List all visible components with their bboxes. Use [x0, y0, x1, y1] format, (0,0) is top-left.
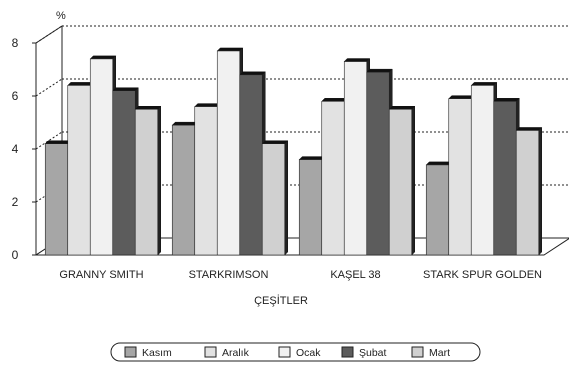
- bar: [134, 105, 162, 256]
- bar-top: [171, 121, 199, 126]
- y-tick-label: 2: [12, 195, 19, 209]
- bar-top: [216, 47, 244, 52]
- legend-swatch: [204, 346, 217, 358]
- bar-face: [493, 101, 517, 256]
- x-tick-label: STARKRIMSON: [189, 269, 269, 281]
- bar-top: [89, 55, 117, 60]
- bar-face: [515, 130, 540, 256]
- bar-face: [216, 50, 241, 256]
- bar-face: [44, 143, 69, 256]
- bar-top: [298, 156, 326, 160]
- bar: [470, 81, 498, 256]
- legend-swatch: [124, 346, 137, 358]
- bar: [112, 87, 139, 256]
- bar-top: [515, 127, 543, 131]
- bar-top: [44, 140, 72, 144]
- bar-top: [470, 82, 498, 86]
- bar-face: [298, 159, 323, 256]
- bar-face: [112, 90, 136, 256]
- bar-top: [194, 103, 221, 107]
- bar-face: [194, 106, 218, 256]
- bar-top: [112, 87, 139, 91]
- bar-face: [67, 85, 91, 256]
- x-tick-label: KAŞEL 38: [330, 269, 380, 281]
- bar-top: [388, 106, 416, 110]
- bars: [44, 47, 543, 256]
- gridline-depth: [35, 78, 63, 97]
- bar-top: [239, 71, 266, 76]
- bar-face: [343, 61, 368, 256]
- bar-top: [343, 58, 371, 62]
- y-tick-label: 6: [12, 89, 19, 103]
- bar: [366, 68, 393, 256]
- bar: [448, 95, 475, 256]
- bar-side: [538, 126, 542, 256]
- legend: Kasım Aralık Ocak Şubat Mart: [110, 342, 481, 362]
- bar-face: [239, 74, 263, 256]
- bar-face: [388, 108, 413, 256]
- bar: [493, 97, 520, 256]
- bar: [261, 140, 289, 256]
- y-tick-label: 0: [12, 248, 19, 262]
- bar: [343, 57, 371, 256]
- bar-top: [493, 98, 520, 102]
- legend-swatch: [341, 346, 354, 358]
- legend-entry: Ocak: [296, 347, 321, 359]
- x-tick-label: STARK SPUR GOLDEN: [423, 269, 542, 281]
- bar-face: [470, 85, 495, 256]
- bar-top: [321, 98, 348, 102]
- x-tick-label: GRANNY SMITH: [59, 269, 143, 281]
- bar-side: [157, 105, 161, 256]
- legend-entry: Şubat: [359, 347, 387, 359]
- bar: [194, 102, 221, 256]
- x-axis-label: ÇEŞİTLER: [254, 294, 308, 307]
- bar-top: [67, 82, 94, 86]
- bar: [171, 121, 199, 256]
- bar-top: [448, 95, 475, 99]
- legend-entry: Mart: [429, 347, 450, 359]
- legend-swatch: [411, 346, 424, 358]
- bar-face: [366, 71, 390, 256]
- legend-entry: Kasım: [142, 347, 172, 359]
- bar-top: [366, 68, 393, 73]
- y-tick-label: 8: [12, 36, 19, 50]
- legend-frame: [110, 342, 481, 362]
- bar-face: [171, 124, 196, 256]
- bar: [515, 126, 543, 256]
- bar: [425, 161, 453, 256]
- bar-side: [284, 140, 288, 256]
- bar-top: [134, 106, 162, 110]
- bar-face: [448, 98, 472, 256]
- bar: [67, 81, 94, 256]
- bar-face: [425, 164, 450, 256]
- legend-entry: Aralık: [222, 347, 250, 359]
- y-tick-label: 4: [12, 142, 19, 156]
- bar: [44, 140, 72, 256]
- bar-top: [261, 140, 289, 144]
- chart-text: % ÇEŞİTLER 0 2 4 6 8 GRANNY SMITH STARKRIMSON K…: [12, 10, 542, 307]
- y-axis-label: %: [56, 10, 66, 22]
- legend-swatch: [278, 346, 291, 358]
- bar: [321, 97, 348, 256]
- bar-side: [411, 105, 415, 256]
- gridline-depth: [35, 25, 63, 44]
- bar: [89, 55, 117, 256]
- gridline-depth: [35, 131, 63, 150]
- bar-face: [134, 108, 159, 256]
- bar: [298, 155, 326, 256]
- bar: [388, 105, 416, 256]
- bar-face: [261, 143, 286, 256]
- bar-face: [89, 58, 114, 256]
- bar: [239, 71, 266, 256]
- bar: [216, 47, 244, 256]
- bar-face: [321, 101, 345, 256]
- bar-top: [425, 161, 453, 166]
